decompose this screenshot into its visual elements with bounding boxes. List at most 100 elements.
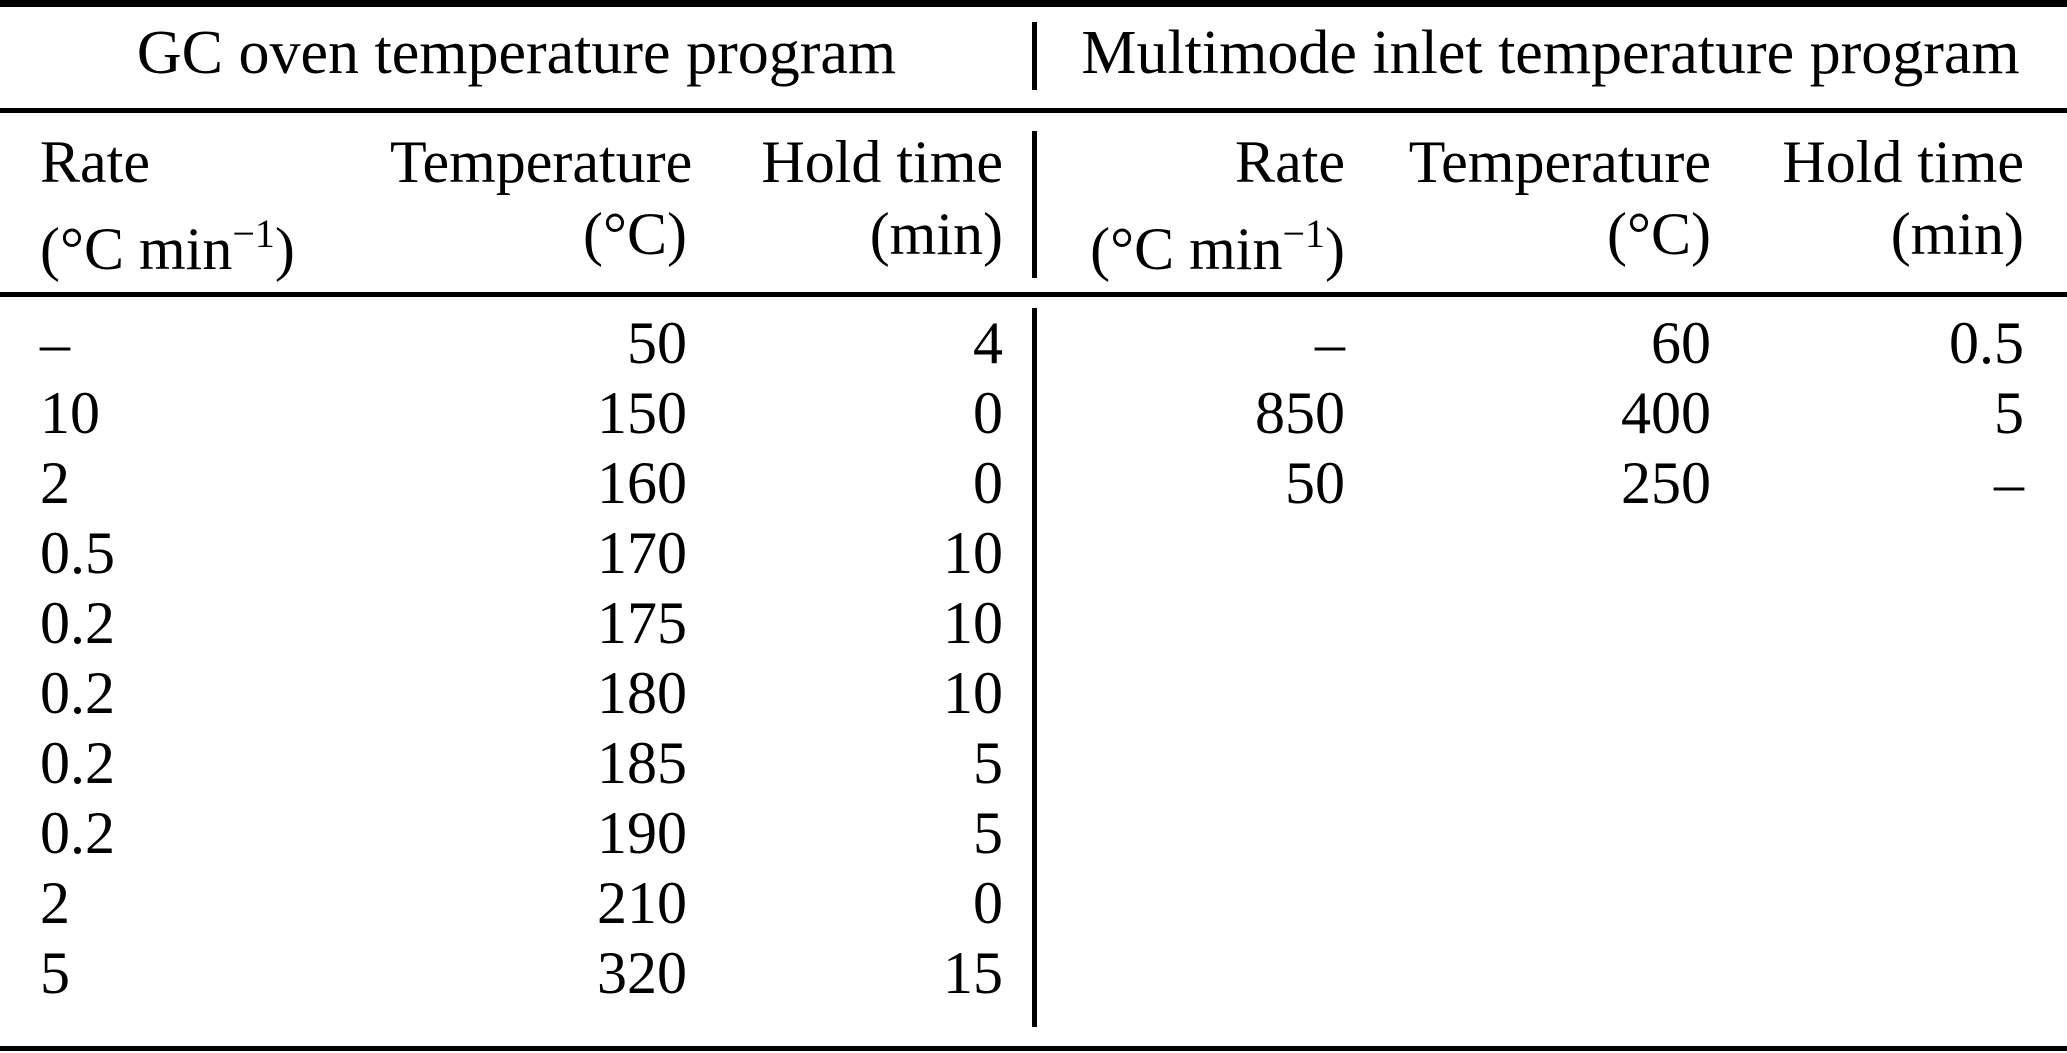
cell-gc-hold-time: 0 <box>973 450 1003 516</box>
unit-gc-rate: (°C min−1) <box>40 198 390 285</box>
cell-mmi-rate <box>1003 728 1345 798</box>
cell-gc-hold-time: 0 <box>973 870 1003 936</box>
cell-mmi-hold-time: 0.5 <box>1949 310 2024 376</box>
cell-mmi-hold-time <box>1711 588 2024 658</box>
cell-mmi-hold-time <box>1711 518 2024 588</box>
cell-mmi-rate <box>1003 518 1345 588</box>
cell-gc-temperature: 175 <box>597 590 687 656</box>
cell-gc-hold-time: 5 <box>973 800 1003 866</box>
table-row: 0.2 190 5 <box>0 798 2067 868</box>
cell-mmi-temperature <box>1345 518 1711 588</box>
cell-gc-temperature: 50 <box>627 310 687 376</box>
cell-gc-hold-time: 0 <box>973 380 1003 446</box>
title-separator-rule <box>0 108 2067 113</box>
cell-gc-hold-time: 10 <box>943 590 1003 656</box>
cell-mmi-temperature <box>1345 588 1711 658</box>
unit-text: ) <box>274 216 295 282</box>
unit-mmi-hold-time: (min) <box>1890 201 2024 267</box>
cell-mmi-rate <box>1003 868 1345 938</box>
table-row: 0.5 170 10 <box>0 518 2067 588</box>
cell-gc-temperature: 185 <box>597 730 687 796</box>
cell-gc-hold-time: 4 <box>973 310 1003 376</box>
table-body: – 50 4 – 60 0.5 10 150 0 850 400 5 2 160… <box>0 308 2067 1008</box>
cell-gc-rate: – <box>40 310 70 376</box>
cell-mmi-temperature: 250 <box>1621 450 1711 516</box>
column-header-labels-row: Rate Temperature Hold time Rate Temperat… <box>0 126 2067 198</box>
table-row: 2 160 0 50 250 – <box>0 448 2067 518</box>
cell-mmi-rate <box>1003 938 1345 1008</box>
cell-gc-hold-time: 15 <box>943 940 1003 1006</box>
table-row: 10 150 0 850 400 5 <box>0 378 2067 448</box>
gc-oven-title: GC oven temperature program <box>136 19 897 87</box>
column-divider-line-top <box>1032 22 1037 90</box>
cell-mmi-rate: 850 <box>1255 380 1345 446</box>
cell-gc-rate: 0.2 <box>40 590 115 656</box>
table-row: 0.2 175 10 <box>0 588 2067 658</box>
table-row: 2 210 0 <box>0 868 2067 938</box>
cell-gc-rate: 2 <box>40 870 70 936</box>
cell-gc-temperature: 320 <box>597 940 687 1006</box>
cell-gc-rate: 2 <box>40 450 70 516</box>
cell-gc-rate: 0.5 <box>40 520 115 586</box>
cell-gc-rate: 0.2 <box>40 800 115 866</box>
cell-mmi-temperature <box>1345 658 1711 728</box>
cell-gc-temperature: 170 <box>597 520 687 586</box>
header-gc-temperature: Temperature <box>390 129 693 195</box>
column-divider-line-middle <box>1032 131 1037 278</box>
column-header-units-row: (°C min−1) (°C) (min) (°C min−1) (°C) (m… <box>0 198 2067 282</box>
cell-mmi-temperature <box>1345 728 1711 798</box>
cell-mmi-hold-time: – <box>1994 450 2024 516</box>
cell-mmi-hold-time: 5 <box>1994 380 2024 446</box>
cell-gc-temperature: 190 <box>597 800 687 866</box>
cell-gc-rate: 10 <box>40 380 100 446</box>
cell-gc-hold-time: 10 <box>943 520 1003 586</box>
table-row: 0.2 185 5 <box>0 728 2067 798</box>
header-mmi-temperature: Temperature <box>1408 129 1711 195</box>
unit-gc-hold-time: (min) <box>869 201 1003 267</box>
top-rule <box>0 0 2067 7</box>
cell-mmi-rate: 50 <box>1285 450 1345 516</box>
cell-mmi-temperature <box>1345 938 1711 1008</box>
table-row: 5 320 15 <box>0 938 2067 1008</box>
table-row: 0.2 180 10 <box>0 658 2067 728</box>
cell-mmi-rate <box>1003 798 1345 868</box>
cell-mmi-temperature: 60 <box>1651 310 1711 376</box>
header-separator-rule <box>0 292 2067 297</box>
unit-gc-temperature: (°C) <box>583 201 687 267</box>
unit-text: (°C min <box>40 216 233 282</box>
header-mmi-rate: Rate <box>1235 129 1345 195</box>
cell-mmi-rate: – <box>1315 310 1345 376</box>
cell-mmi-hold-time <box>1711 938 2024 1008</box>
column-divider-line-bottom <box>1032 308 1037 1027</box>
multimode-inlet-title: Multimode inlet temperature program <box>1081 19 2020 87</box>
cell-gc-rate: 5 <box>40 940 70 1006</box>
unit-mmi-temperature: (°C) <box>1607 201 1711 267</box>
cell-mmi-hold-time <box>1711 798 2024 868</box>
cell-mmi-hold-time <box>1711 728 2024 798</box>
cell-mmi-hold-time <box>1711 868 2024 938</box>
cell-gc-temperature: 160 <box>597 450 687 516</box>
cell-gc-temperature: 210 <box>597 870 687 936</box>
cell-gc-hold-time: 5 <box>973 730 1003 796</box>
header-gc-rate: Rate <box>40 129 150 195</box>
header-mmi-hold-time: Hold time <box>1782 129 2024 195</box>
cell-gc-rate: 0.2 <box>40 730 115 796</box>
cell-gc-temperature: 150 <box>597 380 687 446</box>
unit-mmi-rate: (°C min−1) <box>1003 198 1345 285</box>
cell-mmi-hold-time <box>1711 658 2024 728</box>
header-gc-hold-time: Hold time <box>761 129 1003 195</box>
cell-gc-rate: 0.2 <box>40 660 115 726</box>
bottom-rule <box>0 1046 2067 1051</box>
unit-text: ) <box>1325 216 1345 282</box>
superscript-minus-one: −1 <box>232 211 275 256</box>
cell-mmi-temperature <box>1345 868 1711 938</box>
cell-gc-hold-time: 10 <box>943 660 1003 726</box>
cell-mmi-temperature <box>1345 798 1711 868</box>
cell-gc-temperature: 180 <box>597 660 687 726</box>
unit-text: (°C min <box>1090 216 1283 282</box>
superscript-minus-one: −1 <box>1282 211 1326 256</box>
table-row: – 50 4 – 60 0.5 <box>0 308 2067 378</box>
cell-mmi-rate <box>1003 588 1345 658</box>
cell-mmi-rate <box>1003 658 1345 728</box>
